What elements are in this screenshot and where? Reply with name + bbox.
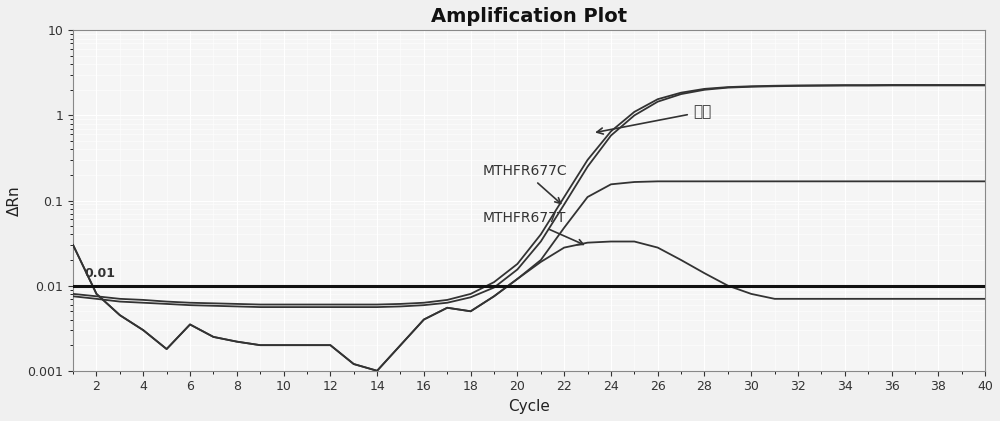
Title: Amplification Plot: Amplification Plot bbox=[431, 7, 627, 26]
X-axis label: Cycle: Cycle bbox=[508, 399, 550, 414]
Text: MTHFR677C: MTHFR677C bbox=[482, 164, 567, 203]
Text: 内标: 内标 bbox=[597, 104, 711, 134]
Text: MTHFR677T: MTHFR677T bbox=[482, 211, 583, 245]
Text: 0.01: 0.01 bbox=[85, 266, 116, 280]
Y-axis label: ΔRn: ΔRn bbox=[7, 185, 22, 216]
